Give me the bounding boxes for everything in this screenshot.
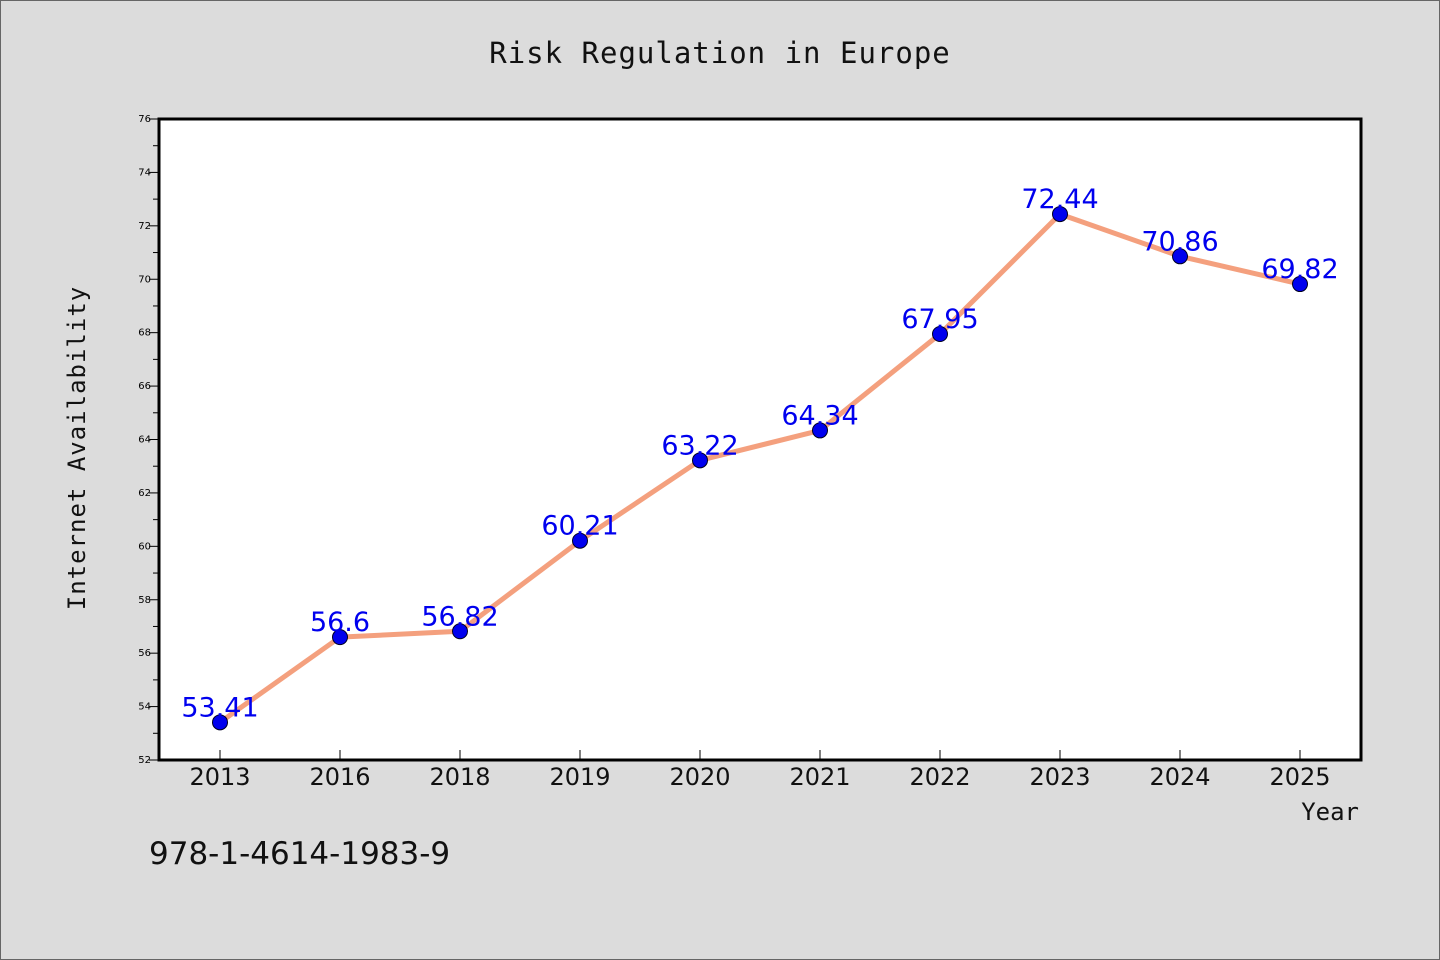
y-tick-label: 58 [138, 595, 151, 606]
data-labels: 53.41 56.6 56.82 60.21 63.22 64.34 67.95 72.44 7… [181, 184, 1338, 723]
data-label: 56.82 [421, 601, 498, 632]
y-axis-label: Internet Availability [63, 286, 91, 610]
x-tick-label: 2025 [1269, 763, 1330, 791]
y-tick-label: 64 [138, 435, 151, 446]
data-label: 67.95 [901, 304, 978, 335]
data-label: 53.41 [181, 692, 258, 723]
y-tick-label: 66 [138, 381, 151, 392]
x-tick-label: 2020 [669, 763, 730, 791]
data-point [692, 452, 708, 469]
chart-title: Risk Regulation in Europe [489, 36, 951, 70]
series-markers [212, 206, 1308, 731]
x-tick-label: 2021 [789, 763, 850, 791]
data-label: 69.82 [1261, 254, 1338, 285]
y-tick-label: 52 [138, 755, 151, 766]
x-tick-label: 2022 [909, 763, 970, 791]
x-tick-label: 2016 [309, 763, 370, 791]
data-label: 64.34 [781, 400, 858, 431]
y-tick-label: 76 [138, 114, 151, 125]
data-label: 56.6 [310, 607, 370, 638]
isbn-annotation: 978-1-4614-1983-9 [149, 836, 450, 872]
x-axis: 2013 2016 2018 2019 2020 2021 2022 2023 2024 2025 [189, 750, 1331, 791]
plot-area [157, 117, 1363, 762]
y-tick-label: 56 [138, 648, 151, 659]
y-tick-label: 62 [138, 488, 151, 499]
data-point [812, 422, 828, 439]
y-tick-label: 74 [138, 167, 151, 178]
y-axis: 52 54 56 58 60 62 64 66 68 70 72 74 76 [138, 114, 159, 766]
series-line [217, 211, 1303, 725]
x-tick-label: 2023 [1029, 763, 1090, 791]
y-tick-label: 60 [138, 541, 151, 552]
data-point [452, 623, 468, 640]
data-point [332, 629, 348, 646]
x-tick-label: 2013 [189, 763, 250, 791]
y-tick-label: 72 [138, 221, 151, 232]
data-point [1292, 276, 1308, 293]
data-label: 70.86 [1141, 226, 1218, 257]
data-point [932, 326, 948, 343]
y-tick-label: 54 [138, 702, 151, 713]
data-point [212, 714, 228, 731]
x-tick-label: 2019 [549, 763, 610, 791]
x-tick-label: 2024 [1149, 763, 1210, 791]
x-axis-label: Year [1301, 798, 1359, 826]
data-point [1172, 248, 1188, 265]
data-label: 72.44 [1021, 184, 1098, 215]
data-label: 60.21 [541, 511, 618, 542]
y-tick-label: 70 [138, 274, 151, 285]
data-point [572, 532, 588, 549]
y-tick-label: 68 [138, 328, 151, 339]
data-point [1052, 206, 1068, 223]
data-label: 63.22 [661, 430, 738, 461]
x-tick-label: 2018 [429, 763, 490, 791]
